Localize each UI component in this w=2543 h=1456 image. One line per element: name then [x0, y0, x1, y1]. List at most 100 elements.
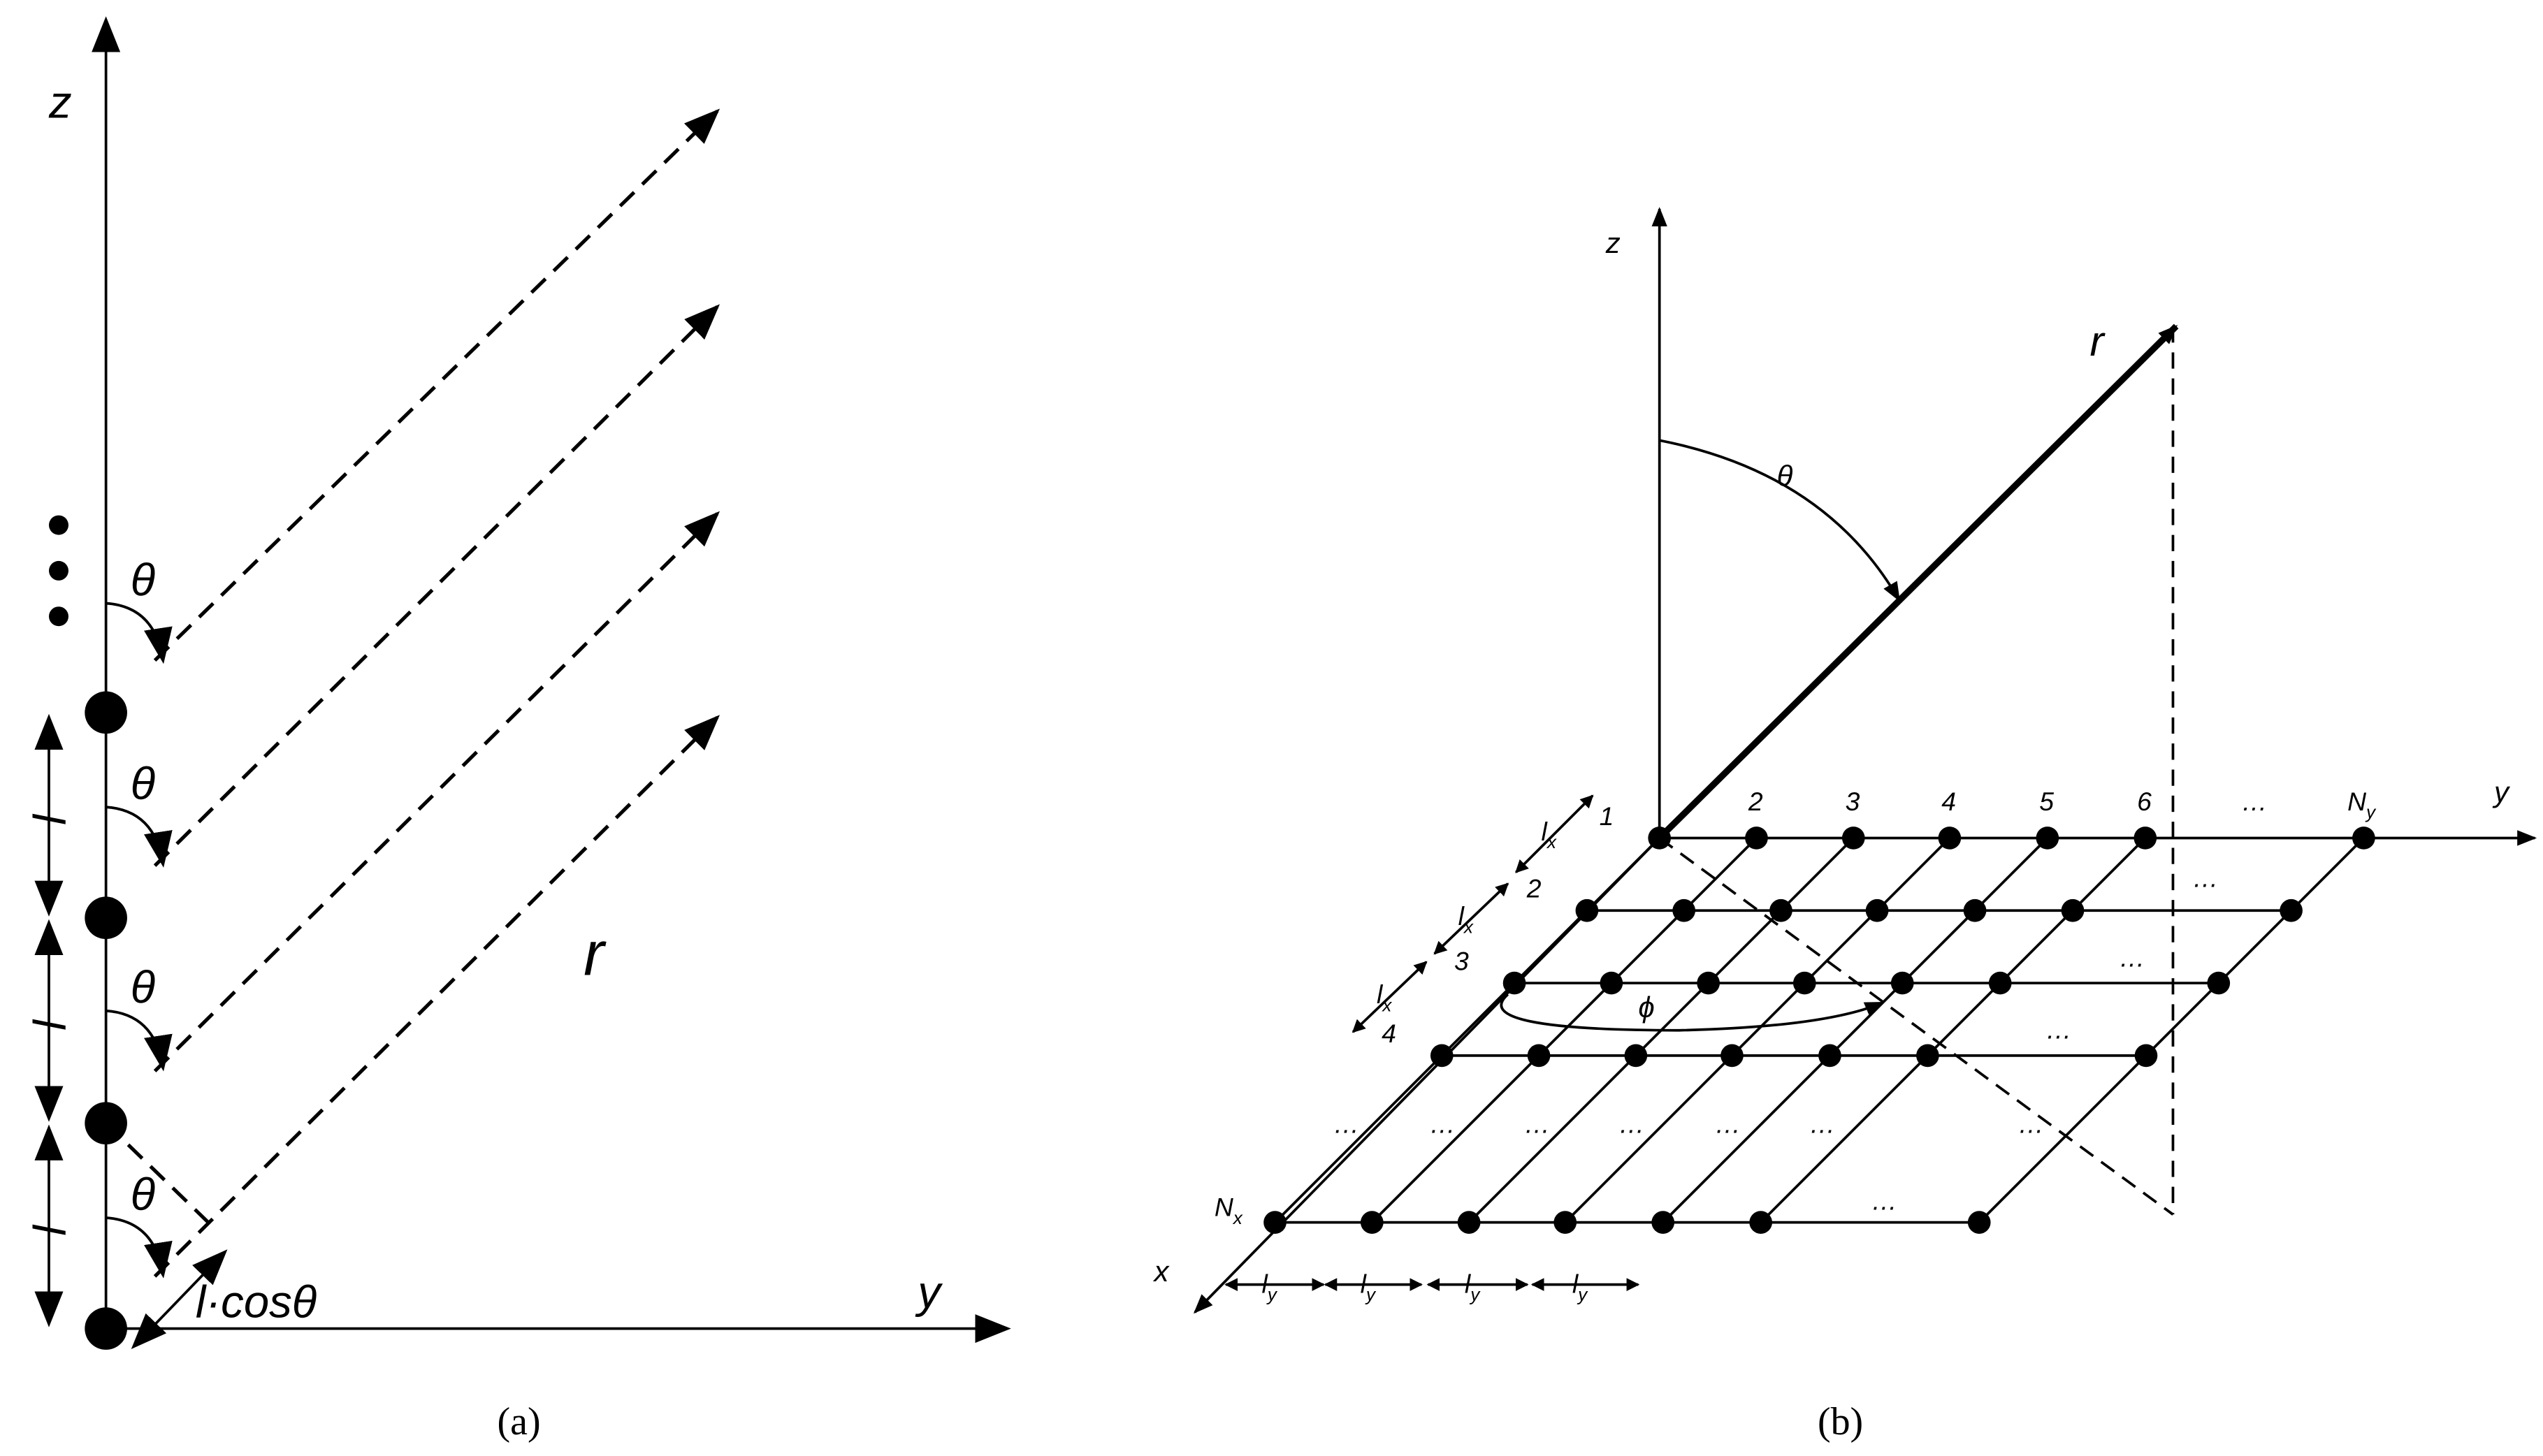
column-line: [1564, 837, 1951, 1223]
wavefront-ray: [153, 304, 720, 867]
element: [1457, 1211, 1481, 1234]
element: [2207, 971, 2231, 995]
y-spacing-label: ly: [1465, 1269, 1481, 1304]
continuation-dot: [48, 515, 68, 535]
ellipsis: …: [1430, 1109, 1456, 1139]
x-spacing-label-sub: x: [1381, 994, 1392, 1015]
element: [85, 1102, 127, 1145]
element: [1916, 1044, 1939, 1068]
wavefront-ray: [153, 108, 720, 662]
x-spacing-arrow: [1515, 794, 1594, 873]
azimuth-arc: [1500, 993, 1885, 1032]
element: [1502, 971, 1526, 995]
element: [1865, 898, 1889, 922]
element: [1697, 971, 1720, 995]
element: [1938, 827, 1962, 850]
angle-label: θ: [131, 757, 155, 808]
element: [1360, 1211, 1384, 1234]
column-line: [1274, 837, 1661, 1223]
column-line: [1760, 837, 2147, 1223]
y-label: y: [915, 1266, 943, 1317]
x-spacing-label-sub: x: [1463, 916, 1474, 937]
angle-arc: [106, 806, 173, 868]
ellipsis: …: [2192, 863, 2218, 892]
ellipsis: …: [1618, 1109, 1644, 1139]
elevation-arc: [1659, 439, 1901, 602]
element: [2352, 827, 2375, 850]
element: [1527, 1044, 1551, 1068]
element: [1575, 898, 1599, 922]
path-difference: l·cosθ: [196, 1276, 317, 1327]
ellipsis: …: [1871, 1186, 1897, 1215]
range-vector: [1657, 323, 2179, 840]
ellipsis: …: [1715, 1109, 1741, 1139]
row-label: 1: [1600, 801, 1614, 831]
x-label: x: [1153, 1255, 1171, 1288]
row-label: 2: [1526, 874, 1542, 903]
column-label-last: Ny: [2347, 787, 2377, 822]
continuation-dot: [48, 606, 68, 627]
x-spacing-label-base: l: [1377, 980, 1384, 1009]
element: [85, 691, 127, 734]
column-line: [1978, 837, 2365, 1223]
column-label: 3: [1846, 787, 1860, 816]
angle-label: θ: [131, 554, 155, 605]
ellipsis: …: [1524, 1109, 1550, 1139]
z-label: z: [48, 76, 72, 127]
z-label: z: [1605, 226, 1621, 259]
column-label: 4: [1941, 787, 1956, 816]
x-spacing-label-base: l: [1542, 817, 1549, 846]
row-label: 3: [1454, 946, 1469, 975]
element: [85, 896, 127, 940]
angle-arc: [106, 1216, 173, 1279]
azimuth-label: ϕ: [1638, 991, 1654, 1024]
x-spacing-label-sub: x: [1546, 831, 1557, 852]
element: [2133, 827, 2157, 850]
element: [85, 1307, 127, 1350]
ellipsis: …: [2120, 943, 2145, 973]
angle-label: θ: [131, 1168, 155, 1219]
element: [1841, 827, 1865, 850]
column-line: [1370, 837, 1758, 1223]
range-label: r: [2090, 317, 2106, 365]
x-spacing-arrow: [1352, 961, 1428, 1033]
ellipsis: …: [2018, 1109, 2044, 1139]
wavefront-ray: [153, 715, 720, 1278]
element: [1749, 1211, 1772, 1234]
caption: (b): [1818, 1400, 1863, 1443]
y-spacing-label-base: l: [1465, 1269, 1472, 1298]
y-spacing-label-base: l: [1572, 1269, 1579, 1298]
element: [1624, 1044, 1648, 1068]
x-spacing-label: lx: [1458, 901, 1474, 937]
x-spacing-label-base: l: [1458, 901, 1465, 931]
path-difference-arrow: [131, 1249, 228, 1349]
element: [2061, 898, 2085, 922]
x-spacing-label: lx: [1377, 980, 1392, 1015]
panel-b: z y x r θ ϕ (b) 1 2 3 4 Nx 2 3 4 5 6 Ny … … … … … … … … … … ……: [1153, 207, 2537, 1443]
y-spacing-label: ly: [1262, 1269, 1278, 1304]
element: [1818, 1044, 1841, 1068]
x-spacing-label: lx: [1542, 817, 1557, 852]
element: [1648, 827, 1672, 850]
element: [1967, 1211, 1991, 1234]
column-label-last-sub: y: [2365, 801, 2377, 822]
ellipsis: …: [1333, 1109, 1359, 1139]
column-label: 2: [1748, 787, 1763, 816]
element: [1745, 827, 1768, 850]
y-spacing-label-sub: y: [1469, 1283, 1481, 1304]
y-label: y: [2492, 776, 2511, 808]
element: [1651, 1211, 1675, 1234]
y-spacing-label-sub: y: [1365, 1283, 1377, 1304]
angle-label: θ: [131, 961, 155, 1012]
row-label-last-base: N: [1215, 1193, 1233, 1222]
element: [1769, 898, 1792, 922]
element: [1553, 1211, 1577, 1234]
element: [1263, 1211, 1287, 1234]
column-label: 6: [2137, 787, 2152, 816]
range-label: r: [584, 919, 607, 988]
continuation-dot: [48, 560, 68, 581]
element: [1988, 971, 2012, 995]
y-spacing-label: ly: [1572, 1269, 1588, 1304]
element: [2036, 827, 2059, 850]
